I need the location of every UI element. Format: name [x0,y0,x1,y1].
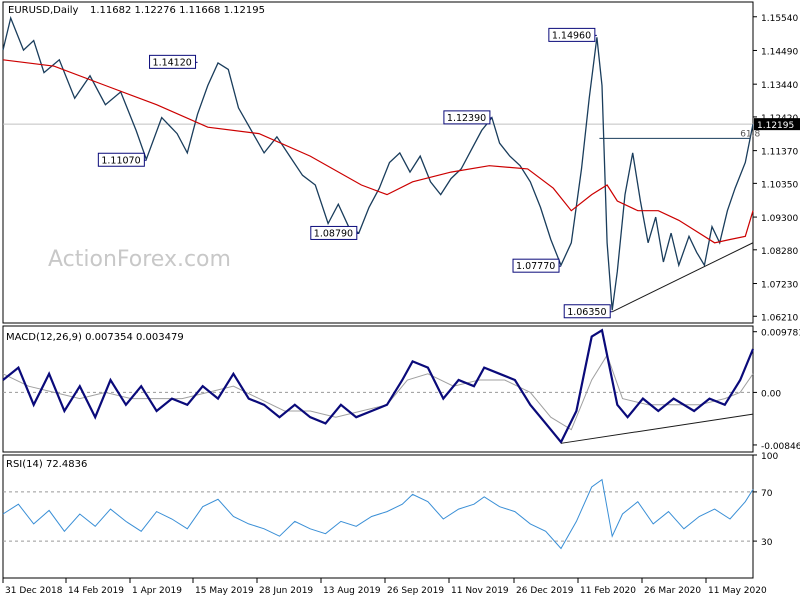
x-tick-label: 11 May 2020 [708,586,767,596]
price-ytick-label: 1.14490 [761,47,798,57]
x-tick-label: 11 Nov 2019 [451,586,509,596]
panel-frame-2 [2,454,754,579]
price-ytick-label: 1.10350 [761,180,798,190]
price-ytick-label: 1.09300 [761,214,798,224]
price-annotation-label: 1.12390 [447,113,486,124]
price-annotation-label: 1.06350 [567,307,606,318]
rsi-line [2,478,754,550]
x-tick-label: 31 Dec 2018 [5,586,63,596]
price-trendline [611,242,754,313]
ma-series-line [2,59,754,244]
price-annotation-box [443,110,491,125]
x-tick-label: 26 Mar 2020 [644,586,701,596]
price-ytick-label: 1.07230 [761,281,798,291]
price-annotation-box [563,304,611,319]
macd-ytick-label: -0.008464 [761,442,800,452]
x-tick-label: 28 Jun 2019 [259,586,313,596]
panel-frame-1 [2,325,754,453]
price-annotation-label: 1.11070 [101,155,140,166]
chart-header-symbol: EURUSD,Daily [8,5,79,16]
fib-label: 61.8 [740,129,760,139]
rsi-ytick-label: 30 [761,538,773,548]
x-tick-label: 11 Feb 2020 [580,586,636,596]
macd-main-line [2,328,755,445]
price-ytick-label: 1.06210 [761,313,798,323]
price-annotation-label: 1.07770 [516,261,555,272]
rsi-title: RSI(14) 72.4836 [6,459,87,470]
x-tick-label: 26 Dec 2019 [516,586,574,596]
macd-trendline [560,413,754,444]
chart-header-ohlc: 1.11682 1.12276 1.11668 1.12195 [90,5,265,16]
price-annotation-box [310,225,358,240]
rsi-ytick-label: 100 [761,452,778,462]
price-ytick-label: 1.08280 [761,247,798,257]
price-ytick-label: 1.13440 [761,81,798,91]
price-annotation-box [548,27,596,42]
macd-ytick-label: 0.00 [761,389,781,399]
price-annotation-label: 1.14960 [552,30,591,41]
current-price-label: 1.12195 [757,121,794,131]
price-ytick-label: 1.11370 [761,148,798,158]
price-annotation-label: 1.08790 [314,228,353,239]
macd-ytick-label: 0.009781 [761,329,800,339]
x-tick-label: 14 Feb 2019 [68,586,124,596]
price-annotation-box [149,54,197,69]
x-tick-label: 26 Sep 2019 [387,586,444,596]
x-tick-label: 15 May 2019 [195,586,254,596]
x-tick-label: 13 Aug 2019 [323,586,381,596]
price-ytick-label: 1.15540 [761,14,798,24]
current-price-tag [754,118,800,131]
price-annotation-box [97,152,145,167]
price-annotation-box [512,258,560,273]
rsi-ytick-label: 70 [761,489,773,499]
panel-frame-0 [2,1,754,324]
watermark: ActionForex.com [48,247,231,272]
macd-title: MACD(12,26,9) 0.007354 0.003479 [6,332,184,343]
price-series-line [2,15,754,311]
x-tick-label: 1 Apr 2019 [132,586,182,596]
price-annotation-label: 1.14120 [153,57,192,68]
